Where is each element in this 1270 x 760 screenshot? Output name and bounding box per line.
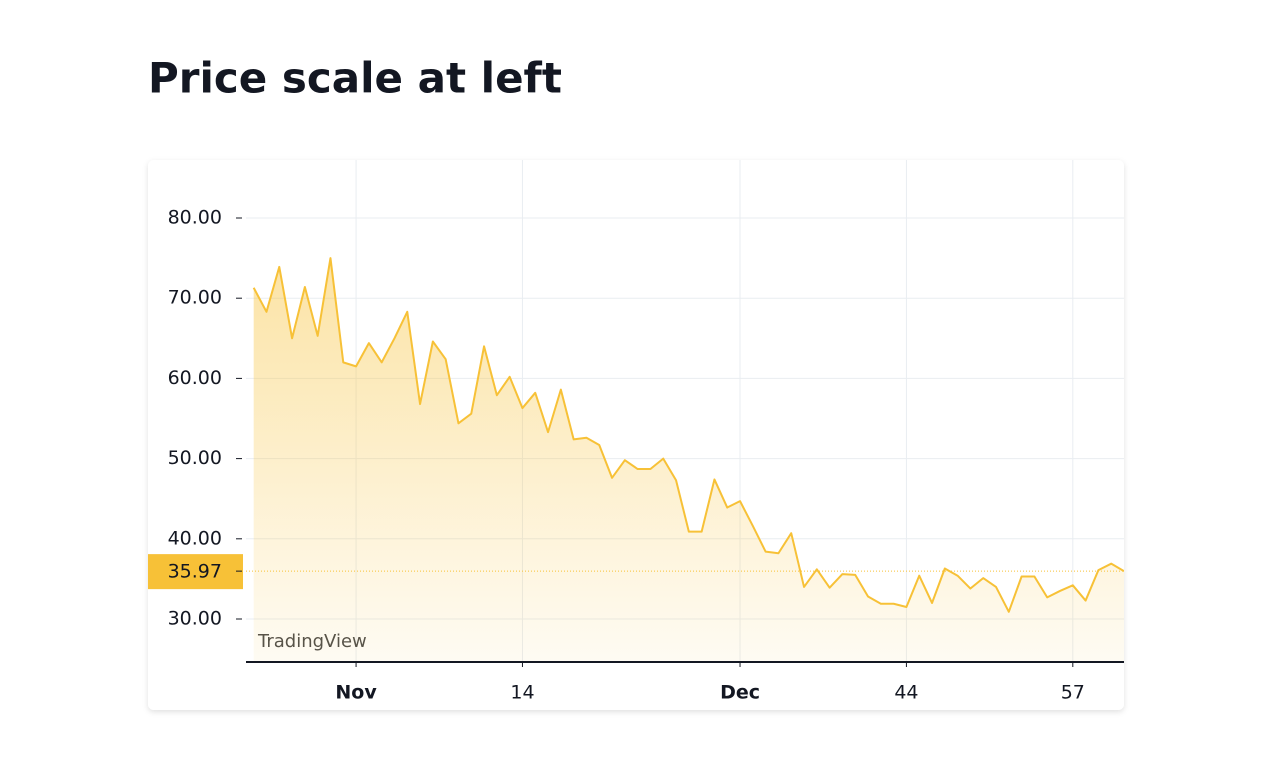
area-fill [253,258,1124,662]
y-tick-label: 80.00 [168,206,222,228]
x-tick-label: Nov [335,682,377,704]
y-tick-label: 50.00 [168,447,222,469]
x-tick-label: 57 [1061,682,1085,704]
last-price-badge [148,554,243,590]
y-tick-label: 60.00 [168,367,222,389]
x-tick-label: 44 [894,682,918,704]
y-tick-label: 30.00 [168,608,222,630]
y-tick-label: 40.00 [168,527,222,549]
x-tick-label: Dec [720,682,760,704]
price-line [252,257,1124,613]
y-tick-label: 70.00 [168,287,222,309]
chart: 30.00 40.00 50.00 60.00 70.00 80.00 Nov 14 Dec 44… [148,160,1124,704]
last-price-label: 35.97 [168,561,222,583]
page-title: Price scale at left [148,54,562,103]
x-tick-label: 14 [510,682,534,704]
